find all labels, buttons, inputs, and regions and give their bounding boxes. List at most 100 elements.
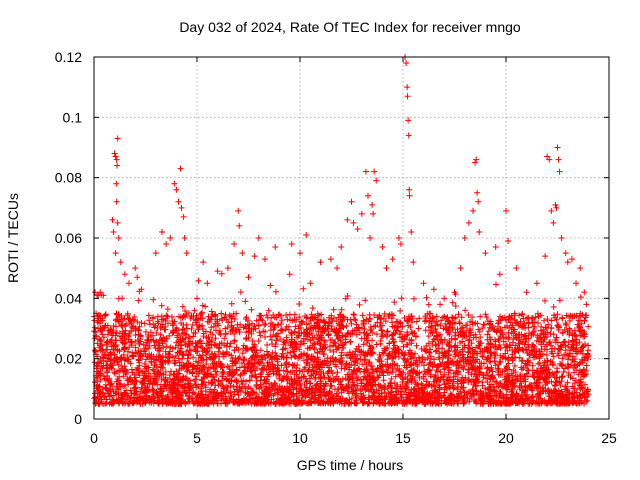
data-point: [171, 379, 178, 386]
data-point: [249, 346, 256, 353]
data-point: [569, 375, 576, 382]
data-point: [535, 360, 542, 367]
data-point: [490, 326, 497, 333]
data-point: [153, 338, 160, 345]
data-point: [399, 379, 406, 386]
data-point: [452, 302, 459, 309]
data-point: [544, 361, 551, 368]
data-point: [414, 370, 421, 377]
data-point: [476, 363, 483, 370]
data-point: [276, 373, 283, 380]
data-point: [162, 376, 169, 383]
data-point: [136, 351, 143, 358]
data-point: [117, 337, 124, 344]
data-point: [296, 400, 303, 407]
data-point: [162, 338, 169, 345]
data-point: [450, 385, 457, 392]
data-point: [392, 373, 399, 380]
data-point: [472, 398, 479, 405]
data-point: [502, 376, 509, 383]
data-point: [570, 364, 577, 371]
data-point: [177, 336, 184, 343]
data-point: [175, 198, 182, 205]
data-point: [543, 370, 550, 377]
data-point: [568, 256, 575, 263]
data-point: [424, 398, 431, 405]
data-point: [538, 346, 545, 353]
data-point: [304, 345, 311, 352]
data-point: [441, 381, 448, 388]
data-point: [296, 322, 303, 329]
data-point: [173, 395, 180, 402]
data-point: [492, 244, 499, 251]
data-point: [278, 320, 285, 327]
data-point: [487, 349, 494, 356]
data-point: [360, 395, 367, 402]
data-point: [162, 395, 169, 402]
data-point: [577, 392, 584, 399]
data-point: [248, 306, 255, 313]
data-point: [205, 342, 212, 349]
data-point: [492, 362, 499, 369]
data-point: [550, 219, 557, 226]
data-point: [314, 310, 321, 317]
data-point: [361, 383, 368, 390]
data-point: [222, 331, 229, 338]
data-point: [272, 343, 279, 350]
data-point: [433, 347, 440, 354]
data-point: [302, 375, 309, 382]
data-point: [509, 315, 516, 322]
data-point: [569, 356, 576, 363]
data-point: [175, 377, 182, 384]
data-point: [559, 373, 566, 380]
data-point: [209, 356, 216, 363]
data-point: [422, 383, 429, 390]
data-point: [337, 359, 344, 366]
data-point: [209, 373, 216, 380]
data-point: [396, 365, 403, 372]
data-point: [179, 326, 186, 333]
data-point: [482, 250, 489, 257]
data-point: [208, 316, 215, 323]
data-point: [156, 372, 163, 379]
data-point: [408, 313, 415, 320]
data-point: [296, 301, 303, 308]
data-point: [173, 374, 180, 381]
data-point: [531, 328, 538, 335]
data-point: [362, 168, 369, 175]
data-point: [118, 392, 125, 399]
data-point: [437, 301, 444, 308]
data-point: [487, 358, 494, 365]
data-point: [293, 344, 300, 351]
data-point: [187, 338, 194, 345]
data-point: [361, 320, 368, 327]
data-point: [431, 356, 438, 363]
data-point: [200, 259, 207, 266]
data-point: [473, 156, 480, 163]
data-point: [486, 358, 493, 365]
data-point: [564, 379, 571, 386]
data-point: [136, 372, 143, 379]
data-point: [199, 315, 206, 322]
data-point: [263, 393, 270, 400]
data-point: [583, 362, 590, 369]
data-point: [124, 358, 131, 365]
data-point: [267, 333, 274, 340]
data-point: [467, 325, 474, 332]
data-point: [408, 386, 415, 393]
data-point: [422, 347, 429, 354]
data-point: [577, 348, 584, 355]
data-point: [339, 345, 346, 352]
data-point: [130, 325, 137, 332]
data-point: [361, 357, 368, 364]
data-point: [94, 319, 101, 326]
data-point: [150, 296, 157, 303]
x-axis-label: GPS time / hours: [297, 457, 404, 473]
data-point: [344, 316, 351, 323]
data-point: [203, 348, 210, 355]
data-point: [352, 317, 359, 324]
data-point: [496, 380, 503, 387]
data-point: [437, 322, 444, 329]
data-point: [431, 394, 438, 401]
data-point: [155, 392, 162, 399]
